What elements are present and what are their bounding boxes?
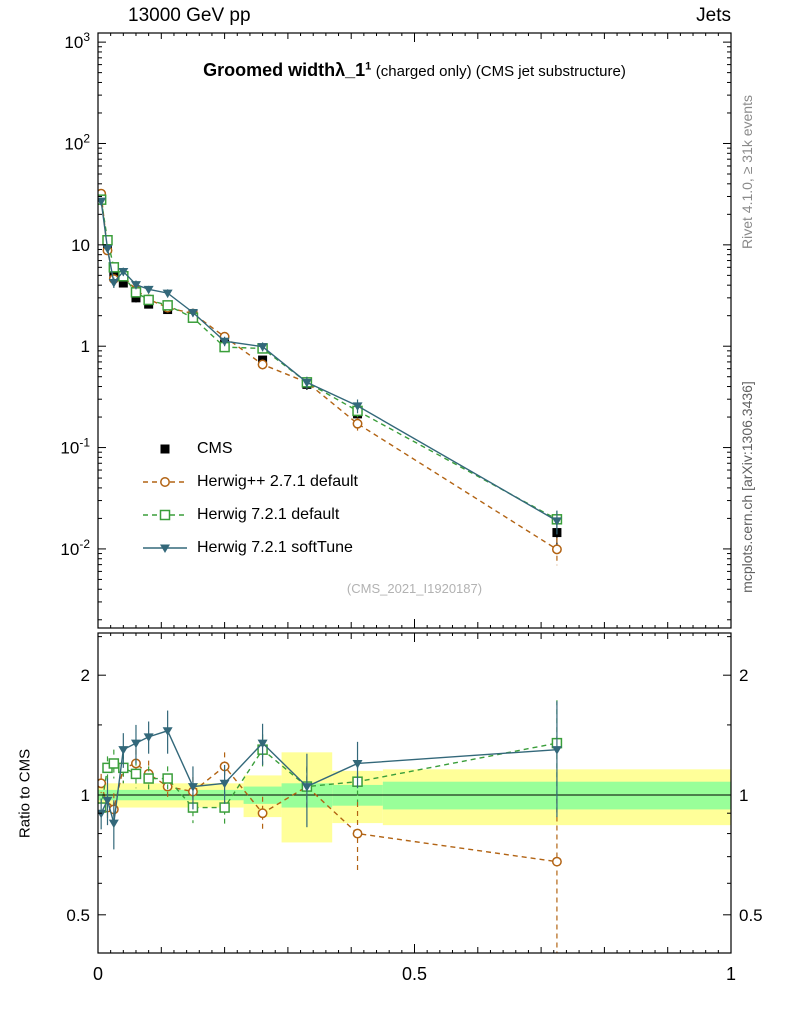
legend-label: CMS	[197, 439, 233, 457]
svg-text:103: 103	[64, 30, 90, 52]
svg-text:2: 2	[739, 666, 748, 685]
rivet-version-label: Rivet 4.1.0, ≥ 31k events	[739, 95, 755, 249]
axis-ticks	[97, 33, 732, 953]
svg-text:0.5: 0.5	[66, 906, 90, 925]
legend-label: Herwig 7.2.1 softTune	[197, 538, 353, 556]
legend-label: Herwig 7.2.1 default	[197, 505, 340, 523]
beam-energy-label: 13000 GeV pp	[128, 5, 251, 26]
legend-item: Herwig++ 2.7.1 default	[142, 465, 358, 498]
plot-title: Groomed widthλ_11 (charged only) (CMS je…	[98, 60, 731, 81]
svg-text:0.5: 0.5	[402, 964, 427, 984]
mcplots-credit-label: mcplots.cern.ch [arXiv:1306.3436]	[739, 381, 755, 593]
ratio-axis-label: Ratio to CMS	[16, 748, 34, 839]
svg-text:1: 1	[81, 786, 90, 805]
svg-text:1: 1	[81, 337, 90, 356]
analysis-id-watermark: (CMS_2021_I1920187)	[346, 581, 483, 596]
svg-text:10-1: 10-1	[60, 436, 90, 458]
svg-text:2: 2	[81, 666, 90, 685]
series-ratio	[98, 701, 562, 850]
series-main	[98, 197, 562, 535]
analysis-group-label: Jets	[696, 5, 731, 26]
svg-text:1: 1	[726, 964, 736, 984]
legend-item: CMS	[142, 432, 358, 465]
svg-text:10: 10	[71, 236, 90, 255]
svg-text:102: 102	[64, 131, 90, 153]
legend-item: Herwig 7.2.1 default	[142, 498, 358, 531]
svg-text:1: 1	[739, 786, 748, 805]
observable-name: Groomed widthλ_1	[203, 60, 366, 80]
legend-marker-filled-square	[160, 444, 170, 453]
legend-item: Herwig 7.2.1 softTune	[142, 531, 358, 564]
observable-exponent: 1	[365, 60, 372, 73]
legend-marker-open-square	[143, 509, 187, 520]
legend-marker-filled-triangle-down	[143, 544, 187, 553]
svg-text:0.5: 0.5	[739, 906, 763, 925]
legend-label: Herwig++ 2.7.1 default	[197, 472, 358, 490]
svg-text:0: 0	[93, 964, 103, 984]
svg-text:10-2: 10-2	[60, 537, 90, 559]
legend-marker-open-circle	[143, 476, 187, 487]
title-qualifier: (charged only) (CMS jet substructure)	[375, 63, 626, 80]
legend: CMS Herwig++ 2.7.1 default Herwig 7.2.1 de…	[142, 432, 358, 564]
